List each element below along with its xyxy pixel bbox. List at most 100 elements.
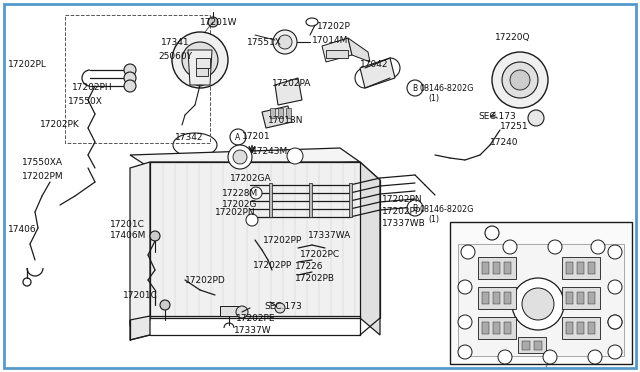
Text: 17337WB: 17337WB xyxy=(382,219,426,228)
Bar xyxy=(220,306,238,316)
Text: A: A xyxy=(484,228,489,237)
Bar xyxy=(493,292,500,304)
Bar xyxy=(504,262,511,274)
Bar xyxy=(278,108,283,118)
Bar xyxy=(577,292,584,304)
Text: 17201C: 17201C xyxy=(110,220,145,229)
Text: 17202PH: 17202PH xyxy=(72,83,113,92)
Bar xyxy=(269,183,272,217)
Text: 17201: 17201 xyxy=(242,132,271,141)
Text: (1): (1) xyxy=(428,94,439,103)
Text: J4790054: J4790054 xyxy=(545,358,581,367)
Text: 17202PN: 17202PN xyxy=(382,195,422,204)
Circle shape xyxy=(502,62,538,98)
Polygon shape xyxy=(360,58,395,88)
Circle shape xyxy=(522,288,554,320)
Bar xyxy=(326,50,348,58)
Bar xyxy=(504,292,511,304)
Text: 17202PP: 17202PP xyxy=(382,207,421,216)
Bar xyxy=(534,341,542,350)
Bar xyxy=(566,262,573,274)
Text: 17202PB: 17202PB xyxy=(295,274,335,283)
Text: a: a xyxy=(463,285,467,289)
Text: a: a xyxy=(553,244,557,250)
Text: 17014M: 17014M xyxy=(312,36,348,45)
Bar xyxy=(588,292,595,304)
Text: 17337WA: 17337WA xyxy=(308,231,351,240)
Text: 17202PA: 17202PA xyxy=(272,79,312,88)
Circle shape xyxy=(228,145,252,169)
Circle shape xyxy=(458,280,472,294)
Bar xyxy=(504,322,511,334)
Circle shape xyxy=(591,240,605,254)
Circle shape xyxy=(275,303,285,313)
Circle shape xyxy=(124,80,136,92)
Text: 17202PD: 17202PD xyxy=(185,276,226,285)
Polygon shape xyxy=(150,162,380,180)
Circle shape xyxy=(528,110,544,126)
Bar xyxy=(482,262,489,274)
Circle shape xyxy=(608,315,622,329)
Text: (1): (1) xyxy=(428,215,439,224)
Circle shape xyxy=(461,245,475,259)
Text: 17240: 17240 xyxy=(490,138,518,147)
Text: 17013N: 17013N xyxy=(268,116,303,125)
Text: a: a xyxy=(508,244,512,250)
Text: VIEW: VIEW xyxy=(458,228,480,237)
Text: 17202GA: 17202GA xyxy=(230,174,271,183)
Text: 17202PE: 17202PE xyxy=(236,314,275,323)
Bar xyxy=(577,322,584,334)
Circle shape xyxy=(608,315,622,329)
Text: a: a xyxy=(613,285,617,289)
Circle shape xyxy=(287,148,303,164)
Bar xyxy=(478,257,516,279)
Circle shape xyxy=(150,231,160,241)
Text: 17202PL: 17202PL xyxy=(8,60,47,69)
Circle shape xyxy=(250,187,262,199)
Text: a: a xyxy=(548,355,552,359)
Bar xyxy=(478,317,516,339)
Circle shape xyxy=(512,278,564,330)
Text: a: a xyxy=(593,355,597,359)
Text: 17243M: 17243M xyxy=(252,147,288,156)
Bar xyxy=(566,292,573,304)
Bar xyxy=(482,322,489,334)
Polygon shape xyxy=(150,162,360,318)
Text: SEC.173: SEC.173 xyxy=(478,112,516,121)
Text: A: A xyxy=(490,228,495,237)
Bar xyxy=(566,322,573,334)
Circle shape xyxy=(510,70,530,90)
Circle shape xyxy=(608,345,622,359)
Polygon shape xyxy=(188,50,212,85)
Text: a: a xyxy=(463,350,467,355)
Text: 17201W: 17201W xyxy=(200,18,237,27)
Circle shape xyxy=(160,300,170,310)
Text: 08146-8202G: 08146-8202G xyxy=(420,84,474,93)
Text: 17201C: 17201C xyxy=(123,291,158,300)
Circle shape xyxy=(192,70,208,86)
Text: 17550XA: 17550XA xyxy=(22,158,63,167)
Bar xyxy=(562,257,600,279)
Circle shape xyxy=(485,226,499,240)
Circle shape xyxy=(236,306,248,318)
Circle shape xyxy=(124,72,136,84)
Circle shape xyxy=(182,42,218,78)
Circle shape xyxy=(407,80,423,96)
Text: a: a xyxy=(466,250,470,254)
Text: 17202PK: 17202PK xyxy=(40,120,80,129)
Text: 25060Y: 25060Y xyxy=(158,52,192,61)
Text: a: a xyxy=(613,350,617,355)
Bar xyxy=(518,337,546,353)
Circle shape xyxy=(543,350,557,364)
Text: J4790054: J4790054 xyxy=(570,334,607,343)
Text: 17202G: 17202G xyxy=(222,200,257,209)
Bar xyxy=(482,292,489,304)
Circle shape xyxy=(246,214,258,226)
Bar xyxy=(493,262,500,274)
Bar xyxy=(562,317,600,339)
Text: 17202PC: 17202PC xyxy=(300,250,340,259)
Text: A: A xyxy=(236,132,241,141)
Circle shape xyxy=(407,200,423,216)
Polygon shape xyxy=(275,78,302,105)
Text: 17228M: 17228M xyxy=(222,189,259,198)
